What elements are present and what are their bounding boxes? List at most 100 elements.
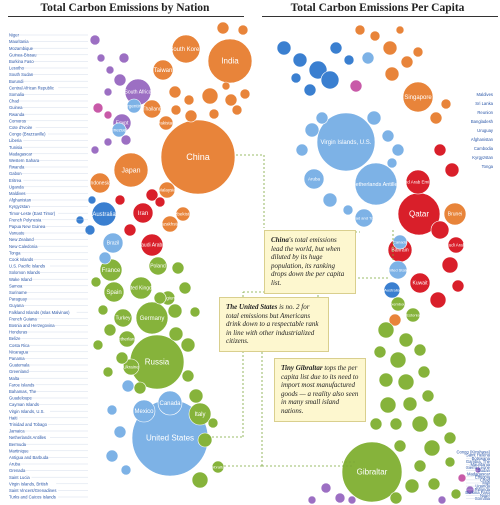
right-minor-bubble-2 — [308, 60, 328, 80]
left-bubble-united-kingdom — [129, 276, 153, 300]
right-edge-label-4: Uruguay — [477, 128, 494, 133]
right-minor-bubble-23 — [381, 129, 395, 143]
left-bubble-label-netherlands: Netherlands — [115, 337, 140, 342]
left-list-item-35: U.S. Pacific Islands — [9, 264, 45, 269]
left-bubble-label-united-kingdom: United Kingdom — [123, 286, 159, 292]
left-list-item-14: Cote d'Ivoire — [9, 125, 33, 130]
right-list-item-6: Sudan — [478, 468, 491, 473]
right-minor-bubble-28 — [433, 143, 447, 157]
left-list-item-37: Wake Island — [9, 277, 33, 282]
right-list-item-12: Rwanda — [475, 487, 491, 492]
left-list-item-22: Eritrea — [9, 178, 22, 183]
note-us-text: is no. 2 for total emissions but America… — [226, 303, 319, 346]
left-bubble-label-venezuela: Venezuela — [108, 128, 130, 133]
right-title: Total Carbon Emissions Per Capita — [290, 2, 465, 14]
left-bubble-mexico — [132, 399, 156, 423]
left-bubble-label-thailand: Thailand — [142, 107, 161, 113]
left-list-item-59: Trinidad and Tobago — [9, 422, 48, 427]
left-bubble-italy — [188, 402, 212, 426]
left-list-item-31: New Zealand — [9, 237, 34, 242]
right-minor-bubble-18 — [440, 98, 452, 110]
right-edge-label-5: Afghanistan — [471, 137, 494, 142]
left-minor-bubble-26 — [154, 196, 166, 208]
right-bubble-aruba — [303, 168, 325, 190]
left-list-item-5: Lesotho — [9, 66, 25, 71]
right-minor-bubble-0 — [276, 40, 292, 56]
right-minor-bubble-56 — [450, 488, 462, 500]
left-minor-bubble-40 — [180, 337, 196, 353]
left-bubble-argentina — [126, 98, 142, 114]
left-bubble-iran — [132, 202, 154, 224]
right-list-item-13: Burkina Faso — [465, 490, 490, 495]
left-list-item-34: Cook Islands — [9, 257, 33, 262]
right-minor-bubble-38 — [413, 343, 427, 357]
left-minor-bubble-41 — [153, 291, 167, 305]
left-bubble-label-brazil: Brazil — [107, 241, 120, 247]
left-minor-bubble-5 — [103, 87, 113, 97]
left-bubble-label-belgium: Belgium — [160, 296, 177, 301]
left-list-item-69: Saint Vincent/Grenadines — [9, 488, 56, 493]
left-bubble-thailand — [142, 99, 162, 119]
right-minor-bubble-60 — [334, 492, 346, 504]
right-minor-bubble-34 — [377, 321, 395, 339]
left-list-item-23: Uganda — [9, 184, 24, 189]
left-minor-bubble-47 — [181, 369, 195, 383]
left-minor-bubble-4 — [113, 73, 127, 87]
left-list-item-51: Greenland — [9, 369, 29, 374]
note-united-states: The United States is no. 2 for total emi… — [219, 297, 329, 352]
left-list-item-54: Bahamas, The — [9, 389, 37, 394]
left-bubble-india — [207, 38, 253, 84]
left-title: Total Carbon Emissions by Nation — [40, 2, 210, 14]
left-bubble-label-poland: Poland — [150, 264, 166, 270]
left-bubble-label-india: India — [221, 57, 239, 66]
left-bubble-label-malaysia: Malaysia — [158, 188, 176, 193]
left-bubble-label-australia: Australia — [92, 212, 116, 218]
left-minor-bubble-28 — [75, 215, 85, 225]
right-minor-bubble-54 — [427, 477, 441, 491]
left-list-item-29: Papua New Guinea — [9, 224, 46, 229]
left-list-item-13: Comoros — [9, 118, 26, 123]
left-minor-bubble-38 — [171, 261, 185, 275]
note-china-text: 's total emissions lead the world, but w… — [271, 236, 345, 287]
left-minor-bubble-21 — [221, 81, 231, 91]
left-minor-bubble-23 — [145, 188, 159, 202]
right-minor-bubble-14 — [412, 46, 424, 58]
right-minor-bubble-59 — [389, 491, 403, 505]
left-bubble-label-japan: Japan — [121, 167, 140, 174]
left-bubble-malaysia — [158, 181, 176, 199]
right-edge-label-0: Maldives — [476, 92, 493, 97]
left-list-item-33: Tonga — [9, 250, 21, 255]
left-bubble-australia — [91, 201, 117, 227]
left-minor-bubble-0 — [89, 34, 101, 46]
left-bubble-label-italy: Italy — [194, 412, 205, 418]
right-minor-bubble-15 — [354, 24, 366, 36]
left-minor-bubble-11 — [201, 87, 219, 105]
left-bubble-label-uzbekistan: Uzbekistan — [172, 212, 195, 217]
right-bubble-label-luxembourg: Luxembourg — [387, 301, 409, 306]
left-list-item-50: Guatemala — [9, 363, 30, 368]
right-minor-bubble-37 — [389, 351, 407, 369]
right-bubble-united-arab-emirates — [405, 169, 431, 195]
left-bubble-turkey — [113, 308, 133, 328]
left-list-item-66: Grenada — [9, 468, 26, 473]
left-bubble-brazil — [102, 232, 124, 254]
left-list-item-20: Rwanda — [9, 165, 25, 170]
right-minor-bubble-42 — [379, 396, 397, 414]
left-bubble-label-kazakhstan: Kazakhstan — [158, 222, 182, 227]
right-bubble-kazakhstan — [388, 313, 402, 327]
right-minor-bubble-48 — [369, 417, 383, 431]
right-minor-bubble-27 — [342, 204, 354, 216]
left-list-item-60: Jamaica — [9, 429, 25, 434]
left-list-item-39: Suriname — [9, 290, 28, 295]
left-list-item-15: Congo (Brazzaville) — [9, 132, 46, 137]
right-edge-label-3: Bangladesh — [471, 119, 494, 124]
left-bubble-gibraltar — [211, 460, 225, 474]
right-bubble-netherlands-antilles — [354, 162, 398, 206]
right-minor-bubble-57 — [437, 495, 447, 505]
right-minor-bubble-63 — [307, 495, 317, 505]
left-bubble-label-saudi-arabia: Saudi Arabia — [138, 243, 167, 249]
left-bubble-label-france: France — [102, 268, 121, 274]
right-bubble-label-kuwait: Kuwait — [412, 281, 428, 287]
left-list-item-40: Paraguay — [9, 297, 28, 302]
